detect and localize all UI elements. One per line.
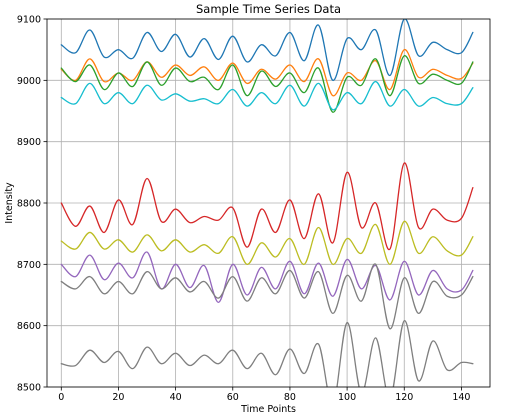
- series-line-1: [60, 19, 474, 81]
- series-line-4: [60, 80, 474, 111]
- series-line-9: [60, 320, 474, 387]
- x-tick-label: 0: [58, 392, 64, 403]
- x-axis-label: Time Points: [240, 404, 296, 415]
- y-tick-label: 8600: [17, 321, 41, 332]
- series-line-6: [60, 220, 474, 265]
- y-axis-label: Intensity: [4, 182, 15, 224]
- y-tick-label: 8800: [17, 199, 41, 210]
- x-tick-label: 120: [395, 392, 413, 403]
- chart-title: Sample Time Series Data: [196, 2, 341, 16]
- x-axis-ticks: 0 20 40 60 80 100 120 140: [58, 387, 470, 403]
- series-line-7: [60, 251, 474, 304]
- x-tick-label: 20: [112, 392, 124, 403]
- y-tick-label: 9100: [17, 15, 41, 26]
- series-line-5: [60, 162, 474, 250]
- x-tick-label: 80: [284, 392, 296, 403]
- x-tick-label: 60: [227, 392, 239, 403]
- y-axis-ticks: 8500 8600 8700 8800 8900 9000 9100: [17, 15, 47, 394]
- y-tick-label: 8900: [17, 137, 41, 148]
- series-lines: [60, 19, 474, 387]
- x-tick-label: 140: [452, 392, 470, 403]
- series-line-3: [60, 55, 474, 113]
- x-tick-label: 40: [170, 392, 182, 403]
- y-tick-label: 9000: [17, 76, 41, 87]
- series-line-2: [60, 49, 474, 97]
- x-tick-label: 100: [338, 392, 356, 403]
- series-line-8: [60, 263, 474, 330]
- y-tick-label: 8700: [17, 260, 41, 271]
- y-tick-label: 8500: [17, 383, 41, 394]
